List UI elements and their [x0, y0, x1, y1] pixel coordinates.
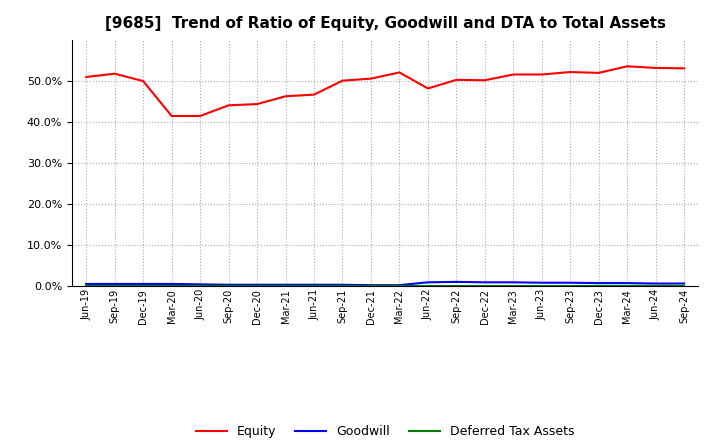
Line: Equity: Equity [86, 66, 684, 116]
Equity [423, 86, 432, 91]
Deferred Tax Assets [282, 283, 290, 288]
Legend: Equity, Goodwill, Deferred Tax Assets: Equity, Goodwill, Deferred Tax Assets [191, 420, 580, 440]
Deferred Tax Assets [623, 283, 631, 288]
Deferred Tax Assets [423, 283, 432, 288]
Equity [338, 78, 347, 83]
Goodwill [652, 281, 660, 286]
Deferred Tax Assets [452, 283, 461, 288]
Goodwill [196, 282, 204, 287]
Equity [310, 92, 318, 97]
Goodwill [480, 280, 489, 285]
Equity [623, 64, 631, 69]
Deferred Tax Assets [196, 283, 204, 288]
Equity [452, 77, 461, 82]
Deferred Tax Assets [509, 283, 518, 288]
Deferred Tax Assets [537, 283, 546, 288]
Deferred Tax Assets [167, 283, 176, 288]
Deferred Tax Assets [82, 283, 91, 288]
Deferred Tax Assets [310, 283, 318, 288]
Goodwill [338, 282, 347, 287]
Equity [196, 114, 204, 119]
Goodwill [623, 280, 631, 286]
Equity [680, 66, 688, 71]
Equity [167, 114, 176, 119]
Equity [139, 78, 148, 84]
Goodwill [139, 281, 148, 286]
Goodwill [253, 282, 261, 287]
Equity [509, 72, 518, 77]
Equity [82, 74, 91, 80]
Goodwill [537, 280, 546, 286]
Deferred Tax Assets [652, 283, 660, 288]
Deferred Tax Assets [225, 283, 233, 288]
Goodwill [395, 282, 404, 288]
Goodwill [595, 280, 603, 286]
Deferred Tax Assets [680, 283, 688, 288]
Title: [9685]  Trend of Ratio of Equity, Goodwill and DTA to Total Assets: [9685] Trend of Ratio of Equity, Goodwil… [104, 16, 666, 32]
Goodwill [110, 281, 119, 286]
Goodwill [452, 279, 461, 285]
Equity [110, 71, 119, 76]
Deferred Tax Assets [566, 283, 575, 288]
Equity [395, 70, 404, 75]
Goodwill [366, 282, 375, 288]
Equity [652, 65, 660, 70]
Equity [566, 70, 575, 75]
Equity [366, 76, 375, 81]
Goodwill [680, 281, 688, 286]
Equity [282, 94, 290, 99]
Equity [595, 70, 603, 76]
Deferred Tax Assets [480, 283, 489, 288]
Deferred Tax Assets [110, 283, 119, 288]
Goodwill [225, 282, 233, 287]
Goodwill [423, 280, 432, 285]
Goodwill [566, 280, 575, 286]
Equity [480, 77, 489, 83]
Equity [253, 102, 261, 107]
Goodwill [167, 281, 176, 286]
Deferred Tax Assets [395, 283, 404, 288]
Goodwill [82, 281, 91, 286]
Deferred Tax Assets [253, 283, 261, 288]
Goodwill [310, 282, 318, 287]
Deferred Tax Assets [338, 283, 347, 288]
Equity [537, 72, 546, 77]
Deferred Tax Assets [595, 283, 603, 288]
Deferred Tax Assets [139, 283, 148, 288]
Line: Goodwill: Goodwill [86, 282, 684, 285]
Deferred Tax Assets [366, 283, 375, 288]
Goodwill [509, 280, 518, 285]
Goodwill [282, 282, 290, 287]
Equity [225, 103, 233, 108]
